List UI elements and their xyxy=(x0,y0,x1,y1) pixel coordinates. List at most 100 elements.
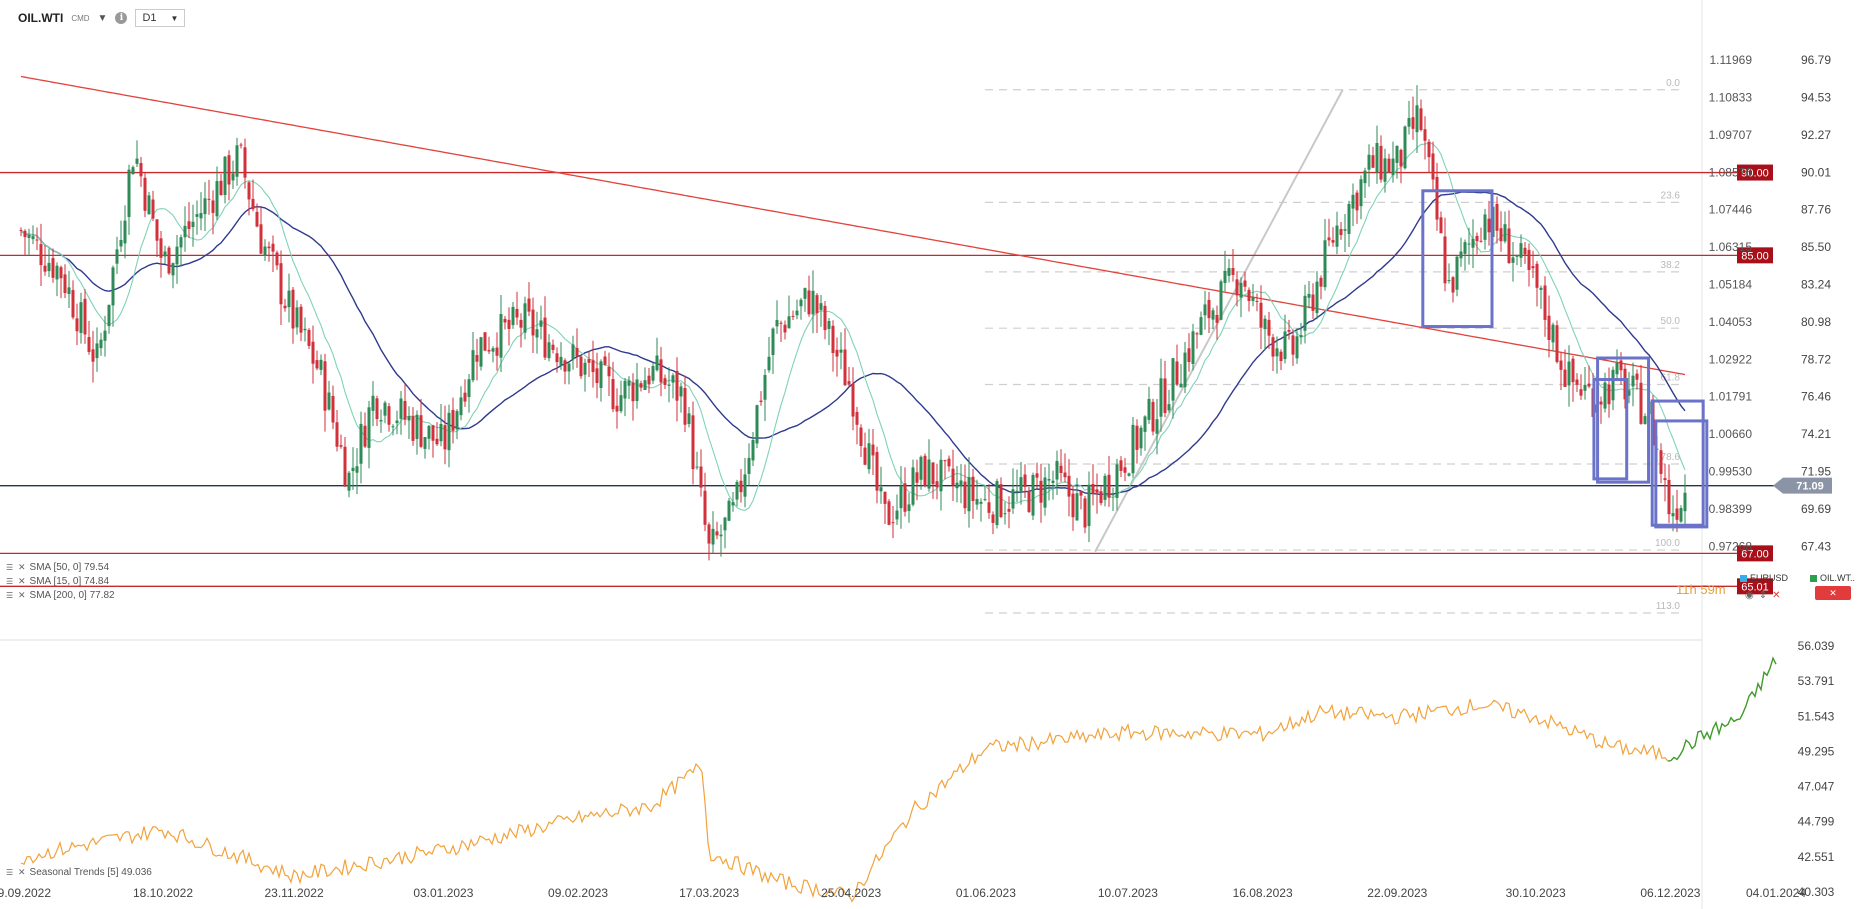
candle xyxy=(947,455,951,472)
candle-body xyxy=(379,420,383,422)
candle xyxy=(327,380,331,411)
candle xyxy=(1155,399,1159,455)
close-icon[interactable]: ✕ xyxy=(18,562,26,572)
candle xyxy=(507,307,511,346)
moving-averages xyxy=(20,75,1686,511)
candle-body xyxy=(1251,297,1255,301)
menu-icon[interactable]: ☰ xyxy=(6,591,14,600)
candle xyxy=(703,472,707,532)
candle-body xyxy=(651,366,655,381)
candle-body xyxy=(127,169,131,217)
ratio-tick-label: 0.98399 xyxy=(1709,502,1753,516)
candle-body xyxy=(1571,358,1575,383)
candle xyxy=(779,320,783,343)
menu-icon[interactable]: ☰ xyxy=(6,868,14,877)
eye-icon[interactable]: ◉ xyxy=(1745,590,1754,601)
reorder-icon[interactable]: ⇕ xyxy=(1758,590,1768,601)
candle xyxy=(707,522,711,561)
candle xyxy=(719,524,723,557)
candle xyxy=(771,327,775,375)
close-icon[interactable]: ✕ xyxy=(18,576,26,586)
candle xyxy=(615,388,619,429)
candle-body xyxy=(339,445,343,447)
candle-body xyxy=(1635,373,1639,380)
candle-body xyxy=(1515,254,1519,257)
candle-body xyxy=(59,267,63,279)
legend-oilwti[interactable]: OIL.WT.. xyxy=(1810,573,1855,583)
fib-level-label: 38.2 xyxy=(1661,260,1681,271)
candle-body xyxy=(827,321,831,330)
candle-body xyxy=(287,290,291,308)
menu-icon[interactable]: ☰ xyxy=(6,563,14,572)
candle-body xyxy=(787,316,791,329)
candle xyxy=(1099,485,1103,506)
candle-body xyxy=(1367,154,1371,170)
candle xyxy=(423,436,427,459)
candle xyxy=(227,150,231,201)
candle-body xyxy=(975,498,979,505)
candle xyxy=(723,516,727,549)
candle-body xyxy=(919,456,923,480)
candle-body xyxy=(1147,398,1151,420)
candle-body xyxy=(395,420,399,424)
candle xyxy=(651,361,655,384)
candle xyxy=(647,368,651,394)
candle-body xyxy=(731,502,735,506)
ratio-tick-label: 1.04053 xyxy=(1709,315,1753,329)
candle xyxy=(515,291,519,325)
chevron-down-icon[interactable]: ▼ xyxy=(97,12,108,24)
candle xyxy=(1159,358,1163,432)
remove-series-button[interactable]: ✕ xyxy=(1815,586,1851,600)
candle xyxy=(1175,344,1179,386)
candle xyxy=(575,328,579,368)
info-icon[interactable]: i xyxy=(115,12,128,24)
candle xyxy=(479,336,483,371)
candle xyxy=(39,223,43,286)
candle xyxy=(1359,175,1363,220)
close-icon[interactable]: ✕ xyxy=(18,867,26,877)
menu-icon[interactable]: ☰ xyxy=(6,577,14,586)
candle xyxy=(183,206,187,252)
candle-body xyxy=(963,481,967,509)
close-icon: ✕ xyxy=(1829,587,1837,598)
candle-body xyxy=(1475,235,1479,242)
indicator-sma200[interactable]: ☰ ✕ SMA [200, 0] 77.82 xyxy=(6,590,115,601)
candle-body xyxy=(1551,324,1555,343)
candle-body xyxy=(1419,108,1423,130)
candle xyxy=(1139,425,1143,456)
indicator-seasonal[interactable]: ☰ ✕ Seasonal Trends [5] 49.036 xyxy=(6,867,152,878)
candle-body xyxy=(599,361,603,388)
candle xyxy=(783,320,787,340)
candle-body xyxy=(323,361,327,411)
indicator-sma15[interactable]: ☰ ✕ SMA [15, 0] 74.84 xyxy=(6,576,109,587)
candle-body xyxy=(519,319,523,328)
candle-body xyxy=(1615,362,1619,375)
candle xyxy=(119,220,123,253)
candle-body xyxy=(1415,105,1419,133)
candle-body xyxy=(655,355,659,371)
candle-body xyxy=(1155,419,1159,434)
candle-body xyxy=(131,167,135,175)
close-icon[interactable]: ✕ xyxy=(18,590,26,600)
candle xyxy=(483,331,487,352)
candle xyxy=(1023,464,1027,499)
candle xyxy=(687,407,691,428)
timeframe-select[interactable]: D1 ▼ xyxy=(135,9,186,27)
close-icon[interactable]: ✕ xyxy=(1772,590,1781,601)
candle xyxy=(155,219,159,257)
candle-body xyxy=(1227,268,1231,276)
candle xyxy=(1343,213,1347,253)
candle-body xyxy=(331,395,335,423)
symbol-name[interactable]: OIL.WTI xyxy=(18,11,64,25)
legend-eurusd[interactable]: EURUSD xyxy=(1740,573,1788,583)
candle xyxy=(1559,352,1563,391)
candle-body xyxy=(1403,126,1407,169)
candle xyxy=(115,236,119,274)
candle-body xyxy=(135,158,139,164)
candle xyxy=(543,296,547,361)
indicator-sma50[interactable]: ☰ ✕ SMA [50, 0] 79.54 xyxy=(6,562,109,573)
candle-body xyxy=(539,320,543,327)
candle-body xyxy=(915,472,919,483)
candle xyxy=(1299,322,1303,345)
